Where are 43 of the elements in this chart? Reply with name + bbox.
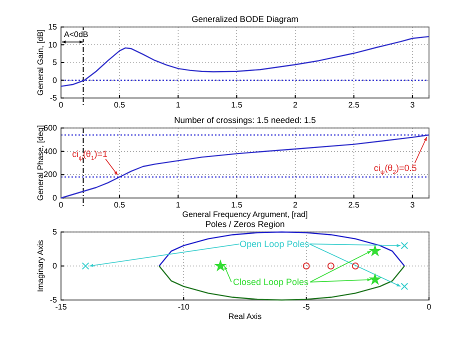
y-axis-title: General Phase, [deg] — [36, 125, 45, 201]
y-tick-label: 10 — [48, 40, 58, 50]
x-tick-label: -5 — [302, 302, 310, 312]
y-tick-label: 5 — [52, 228, 58, 237]
annotation: ci$_{ψ}$(θ$_{1}$)=1 — [72, 149, 108, 162]
y-axis-title: General Gain, [dB] — [36, 29, 45, 96]
y-tick-label: 200 — [44, 170, 58, 180]
x-tick-label: 1.5 — [231, 200, 243, 210]
y-tick-label: 0 — [52, 262, 58, 271]
x-tick-label: -15 — [55, 302, 68, 312]
text: Open Loop Poles — [240, 238, 310, 249]
y-tick-label: 0 — [52, 194, 58, 203]
x-tick-label: 2 — [293, 200, 298, 210]
x-tick-label: 1.5 — [231, 100, 243, 110]
y-tick-label: 400 — [44, 146, 58, 156]
x-tick-label: 0 — [58, 200, 64, 210]
x-tick-label: 2 — [293, 100, 298, 110]
x-tick-label: 3 — [410, 200, 416, 210]
x-tick-label: 1 — [176, 200, 181, 210]
x-tick-label: 3 — [410, 100, 416, 110]
x-tick-label: 1 — [176, 100, 181, 110]
chart-title: Poles / Zeros Region — [205, 219, 285, 229]
chart-title: Number of crossings: 1.5 needed: 1.5 — [174, 115, 316, 125]
y-tick-label: -5 — [50, 296, 58, 305]
chart-title: Generalized BODE Diagram — [192, 14, 298, 24]
y-tick-label: 600 — [44, 124, 58, 133]
legend-label: Closed Loop Poles — [232, 277, 310, 288]
annotation: A<0dB — [64, 30, 88, 39]
annotation: ci$_{ψ}$(θ$_{2}$)=0.5 — [374, 163, 417, 176]
y-axis-title: Imaginary Axis — [36, 240, 45, 292]
y-tick-label: 5 — [52, 58, 58, 68]
x-tick-label: -10 — [178, 302, 190, 312]
x-tick-label: 2.5 — [348, 200, 360, 210]
y-tick-label: 0 — [52, 76, 58, 85]
x-tick-label: 0 — [58, 100, 64, 110]
y-tick-label: 15 — [48, 22, 58, 32]
x-tick-label: 0.5 — [114, 100, 126, 110]
x-tick-label: 0 — [426, 302, 432, 312]
x-tick-label: 0.5 — [114, 200, 126, 210]
x-axis-title: Real Axis — [228, 312, 262, 321]
x-axis-title: General Frequency Argument, [rad] — [182, 210, 308, 219]
y-tick-label: -5 — [50, 94, 58, 103]
x-tick-label: 2.5 — [348, 100, 360, 110]
